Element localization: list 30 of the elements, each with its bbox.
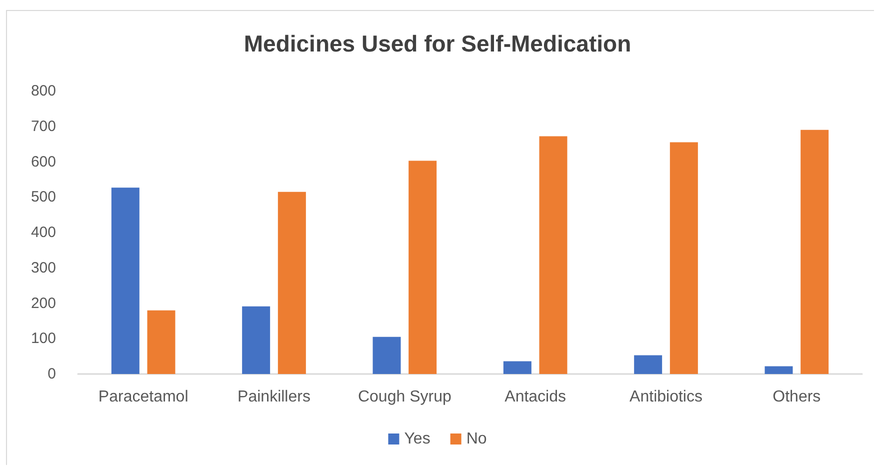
bar [503, 361, 532, 374]
y-tick-label: 0 [48, 366, 56, 382]
bar [670, 142, 698, 374]
y-tick-label: 600 [30, 153, 56, 170]
y-tick-label: 700 [30, 118, 56, 135]
legend-label: No [466, 430, 487, 448]
y-tick-label: 100 [30, 330, 56, 348]
bar [278, 192, 306, 374]
x-tick-label: Antibiotics [630, 388, 702, 406]
bar [764, 366, 793, 374]
bar [147, 310, 176, 374]
bar [408, 160, 437, 374]
legend-label: Yes [404, 430, 430, 448]
bar [634, 355, 662, 374]
bar [242, 306, 270, 374]
x-tick-label: Paracetamol [98, 388, 188, 406]
bar [800, 130, 829, 374]
y-tick-label: 500 [30, 188, 56, 206]
chart-title: Medicines Used for Self-Medication [244, 30, 632, 56]
x-tick-label: Cough Syrup [358, 388, 452, 406]
bar [372, 336, 401, 374]
x-tick-label: Others [772, 388, 821, 406]
y-tick-label: 300 [30, 259, 56, 276]
y-tick-label: 800 [30, 82, 56, 100]
x-tick-label: Painkillers [238, 388, 310, 406]
bar [539, 136, 568, 374]
bar [111, 188, 140, 374]
x-tick-label: Antacids [504, 388, 566, 406]
y-tick-label: 200 [30, 294, 56, 312]
y-tick-label: 400 [30, 224, 56, 241]
